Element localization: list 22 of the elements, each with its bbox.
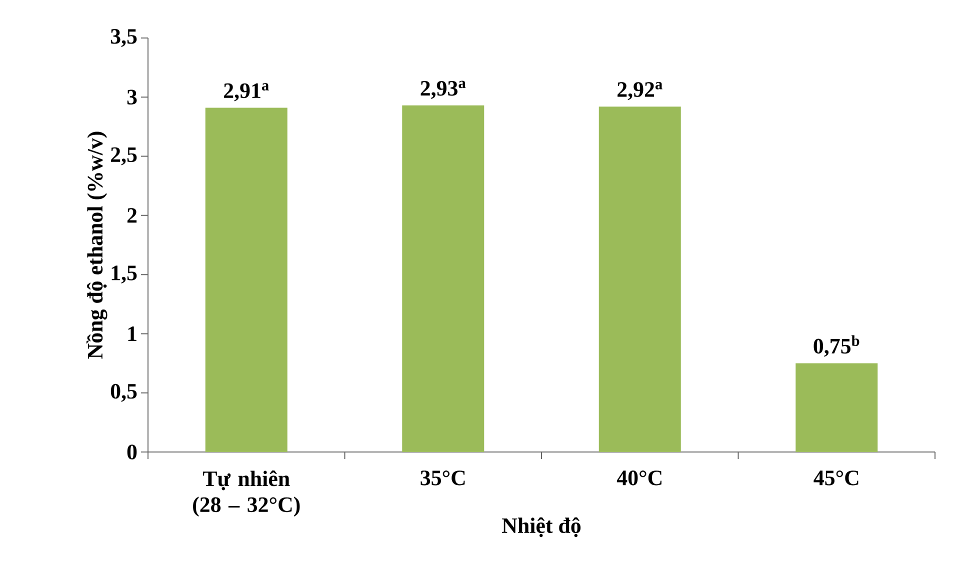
x-axis-title: Nhiệt độ xyxy=(502,517,581,538)
y-axis-title: Nồng độ ethanol (%w/v) xyxy=(86,132,108,359)
x-tick-label: 45°C xyxy=(814,470,858,486)
y-tick-label: 2 xyxy=(127,208,137,223)
x-tick-label: 40°C xyxy=(616,470,662,486)
y-tick-label: 1 xyxy=(128,326,136,341)
y-tick-label: 0 xyxy=(127,444,137,460)
bar xyxy=(402,105,484,452)
y-tick-label: 3,5 xyxy=(110,29,137,47)
y-tick-label: 3 xyxy=(127,90,137,105)
y-tick-label: 0,5 xyxy=(110,384,137,402)
x-tick-label: Tự nhiên (28 – 32°C) xyxy=(193,470,300,517)
bar xyxy=(598,106,681,452)
y-tick-label: 2,5 xyxy=(111,147,137,166)
data-label: 0,75$^{b}$ xyxy=(814,335,860,357)
x-tick-label: 35°C xyxy=(420,470,465,486)
data-label: 2,93$^{a}$ xyxy=(420,80,466,99)
y-tick-label: 1,5 xyxy=(112,266,137,284)
data-label: 2,92$^{a}$ xyxy=(618,82,662,100)
data-label: 2,91$^{a}$ xyxy=(224,83,269,102)
bar xyxy=(796,363,878,452)
bar xyxy=(205,108,288,452)
